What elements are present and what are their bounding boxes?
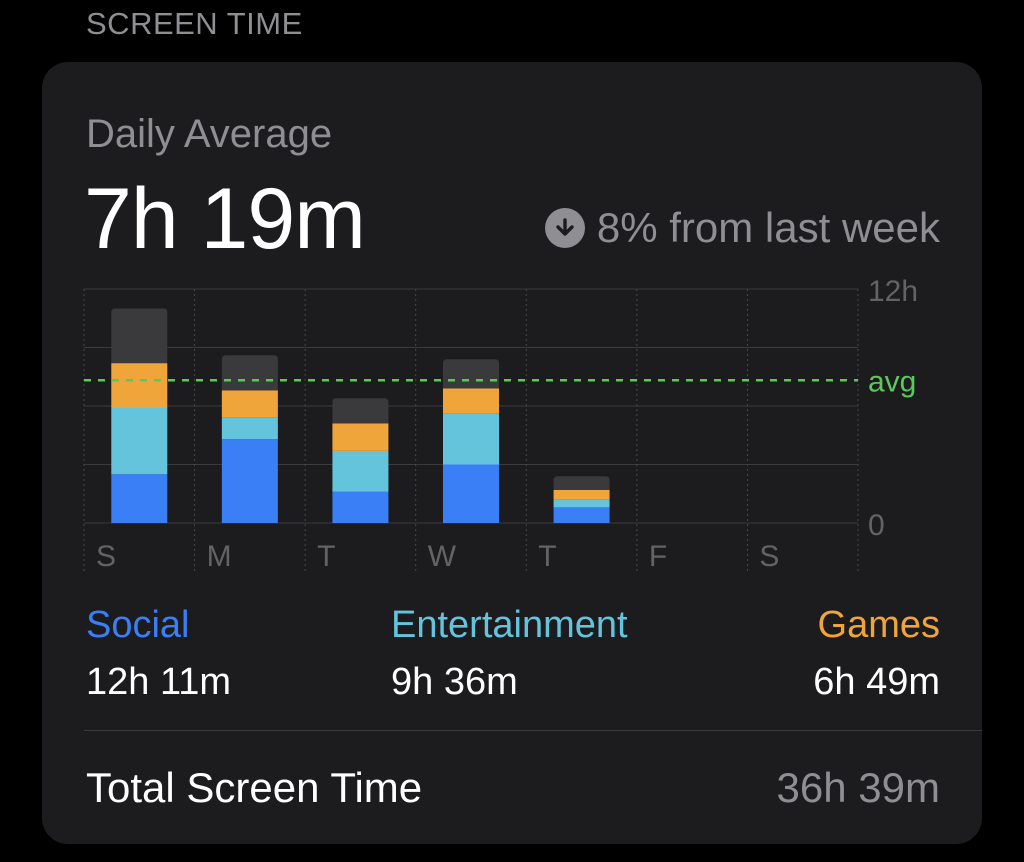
legend-games-value: 6h 49m bbox=[813, 661, 940, 703]
bar-segment-social bbox=[221, 439, 278, 523]
bar-segment-games bbox=[221, 390, 278, 418]
bar-segment-social bbox=[553, 507, 610, 523]
y-tick-label-zero: 0 bbox=[868, 509, 885, 542]
daily-average-value: 7h 19m bbox=[84, 171, 366, 267]
divider bbox=[84, 730, 982, 731]
bar-segment-other bbox=[443, 359, 499, 389]
legend-social-value: 12h 11m bbox=[86, 661, 232, 703]
bar-segment-other bbox=[332, 398, 389, 424]
weekly-change: 8% from last week bbox=[544, 204, 940, 252]
daily-average-label: Daily Average bbox=[86, 112, 333, 156]
arrow-down-circle-icon bbox=[544, 208, 585, 248]
total-screen-time-value: 36h 39m bbox=[776, 764, 940, 811]
section-header: SCREEN TIME bbox=[86, 6, 303, 41]
legend-entertainment-name: Entertainment bbox=[391, 604, 628, 646]
day-label: M bbox=[207, 540, 232, 573]
legend-social: Social 12h 11m bbox=[86, 604, 231, 704]
bar-segment-entertainment bbox=[111, 407, 168, 475]
legend-entertainment-value: 9h 36m bbox=[391, 661, 518, 703]
bar-segment-other bbox=[111, 308, 168, 364]
bar-segment-entertainment bbox=[221, 417, 278, 440]
weekly-change-text: 8% from last week bbox=[596, 204, 940, 251]
bar-segment-entertainment bbox=[443, 413, 499, 465]
bar-segment-games bbox=[332, 423, 389, 451]
bar-segment-entertainment bbox=[553, 499, 610, 508]
bar-segment-games bbox=[443, 388, 499, 414]
bar-segment-social bbox=[111, 474, 168, 523]
day-label: T bbox=[538, 540, 556, 573]
day-label: T bbox=[317, 540, 335, 573]
bar-segment-social bbox=[443, 464, 499, 523]
bar-segment-social bbox=[332, 491, 389, 523]
bar-segment-entertainment bbox=[332, 450, 389, 492]
bar-segment-games bbox=[553, 489, 610, 500]
bar-segment-other bbox=[221, 355, 278, 391]
legend-entertainment: Entertainment 9h 36m bbox=[391, 604, 628, 704]
day-label: S bbox=[96, 540, 116, 573]
screen-time-card[interactable]: Daily Average 7h 19m 8% from last week S… bbox=[42, 62, 982, 844]
day-label: W bbox=[428, 540, 457, 573]
y-tick-label-max: 12h bbox=[868, 275, 918, 308]
bar-segment-other bbox=[553, 476, 610, 490]
legend-games: Games 6h 49m bbox=[813, 604, 940, 704]
total-screen-time-label: Total Screen Time bbox=[86, 764, 423, 811]
bar-segment-games bbox=[111, 363, 168, 408]
legend-games-name: Games bbox=[817, 604, 940, 646]
avg-label: avg bbox=[868, 365, 916, 398]
day-label: S bbox=[759, 540, 779, 573]
legend-social-name: Social bbox=[86, 604, 190, 646]
day-label: F bbox=[649, 540, 667, 573]
